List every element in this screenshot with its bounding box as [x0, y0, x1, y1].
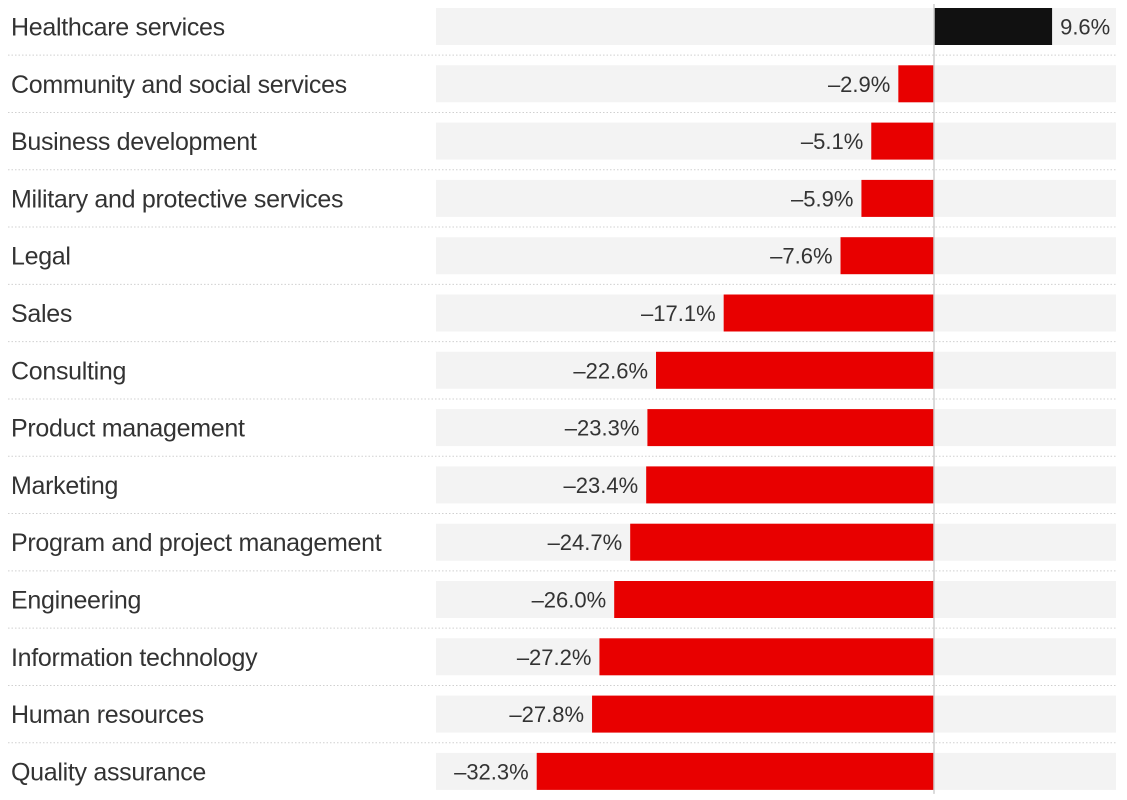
category-label: Legal	[11, 243, 71, 271]
value-label: –22.6%	[573, 358, 648, 383]
category-label: Community and social services	[11, 71, 347, 99]
value-label: –27.2%	[517, 645, 592, 670]
bar	[647, 409, 934, 447]
bar-track	[436, 179, 1116, 217]
value-label: –2.9%	[828, 72, 890, 97]
bar	[840, 237, 934, 275]
value-label: –32.3%	[454, 759, 529, 784]
category-label: Human resources	[11, 701, 204, 729]
category-label: Consulting	[11, 357, 126, 385]
bar	[614, 581, 934, 618]
bar	[898, 65, 934, 103]
bar	[592, 695, 934, 733]
bar	[723, 294, 934, 332]
value-label: –23.3%	[565, 416, 640, 441]
bar	[934, 8, 1053, 45]
bar	[599, 638, 934, 676]
value-label: –7.6%	[770, 244, 832, 269]
bar-track	[436, 65, 1116, 103]
value-label: –5.1%	[801, 129, 863, 154]
value-label: –23.4%	[564, 473, 639, 498]
bar	[656, 351, 934, 389]
bar	[871, 122, 934, 160]
category-label: Military and protective services	[11, 185, 343, 213]
category-label: Marketing	[11, 472, 118, 500]
value-label: 9.6%	[1060, 15, 1110, 40]
value-label: –27.8%	[509, 702, 584, 727]
value-label: –5.9%	[791, 186, 853, 211]
category-label: Healthcare services	[11, 14, 225, 42]
category-label: Quality assurance	[11, 758, 206, 786]
bar-track	[436, 237, 1116, 275]
value-label: –26.0%	[532, 588, 607, 613]
value-label: –24.7%	[548, 530, 623, 555]
category-label: Product management	[11, 415, 245, 443]
bar	[630, 523, 934, 561]
chart-rows: Healthcare services 9.6% Community and soc…	[8, 8, 1116, 790]
bar-track	[436, 122, 1116, 160]
category-label: Program and project management	[11, 529, 382, 557]
category-label: Information technology	[11, 644, 258, 672]
bar	[861, 179, 934, 217]
category-label: Business development	[11, 128, 257, 156]
value-label: –17.1%	[641, 301, 716, 326]
bar	[536, 752, 934, 790]
category-label: Sales	[11, 300, 72, 328]
bar	[646, 466, 934, 504]
category-label: Engineering	[11, 587, 141, 615]
